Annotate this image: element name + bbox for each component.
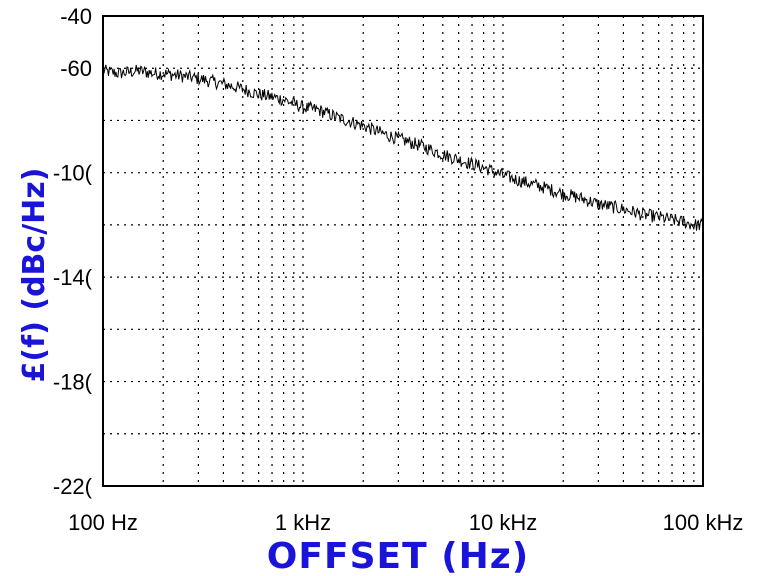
- x-tick-label: 10 kHz: [469, 510, 537, 535]
- y-axis-title: £(f) (dBc/Hz): [17, 168, 52, 383]
- y-tick-label: -22(: [53, 474, 93, 499]
- y-tick-label: -18(: [53, 370, 93, 395]
- y-tick-label: -60: [60, 56, 92, 81]
- y-tick-label: -40: [60, 4, 92, 29]
- x-axis-title: OFFSET (Hz): [267, 536, 529, 576]
- y-tick-label: -10(: [53, 161, 93, 186]
- x-tick-label: 100 Hz: [68, 510, 138, 535]
- x-tick-label: 1 kHz: [275, 510, 331, 535]
- grid-lines: [103, 16, 703, 486]
- x-tick-label: 100 kHz: [663, 510, 744, 535]
- x-tick-labels: 100 Hz 1 kHz 10 kHz 100 kHz: [68, 510, 743, 535]
- series-line: [102, 64, 704, 231]
- y-tick-labels: -40 -60 -10( -14( -18( -22(: [53, 4, 93, 499]
- plot-frame: [102, 15, 704, 487]
- series-layer: [102, 64, 704, 231]
- y-tick-label: -14(: [53, 265, 93, 290]
